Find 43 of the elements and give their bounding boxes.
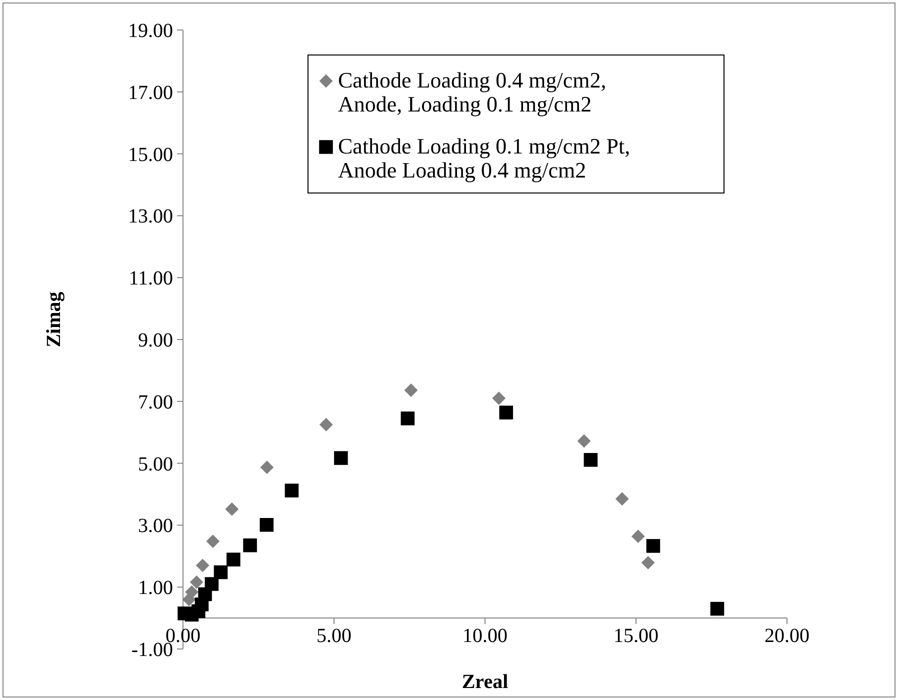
point <box>260 460 274 474</box>
point <box>185 585 198 599</box>
point <box>334 451 348 465</box>
legend-label: Cathode Loading 0.4 mg/cm2, Anode, Loading 0.1 mg/cm2 <box>338 68 606 117</box>
point <box>226 552 240 566</box>
y-tick-label: 7.00 <box>138 391 173 414</box>
point <box>499 406 514 420</box>
y-axis-title: Zimag <box>43 292 65 348</box>
y-tick-label: 5.00 <box>138 453 173 476</box>
point <box>631 530 645 544</box>
point <box>204 577 219 591</box>
y-tick-label: 15.00 <box>128 144 173 166</box>
point <box>577 434 591 448</box>
point <box>319 418 333 432</box>
y-tick-label: 13.00 <box>128 206 173 228</box>
point <box>190 575 204 589</box>
x-tick-label: 20.00 <box>764 625 810 648</box>
point <box>404 384 418 397</box>
point <box>710 602 724 616</box>
point <box>492 392 506 406</box>
point <box>260 518 274 532</box>
legend-label: Cathode Loading 0.1 mg/cm2 Pt, Anode Loading 0.4 mg/cm2 <box>338 134 630 183</box>
point <box>584 453 598 467</box>
point <box>400 412 415 426</box>
y-tick-label: 1.00 <box>138 577 173 600</box>
point <box>646 539 660 553</box>
point <box>206 534 220 548</box>
point <box>196 558 210 572</box>
y-tick-label: 3.00 <box>138 515 173 538</box>
point <box>225 502 239 516</box>
x-tick-label: 10.00 <box>462 625 508 648</box>
y-tick-label: 17.00 <box>128 82 173 104</box>
y-tick-label: 11.00 <box>128 268 173 290</box>
point <box>243 538 257 552</box>
x-tick-label: 5.00 <box>316 625 352 648</box>
point <box>214 565 228 580</box>
x-tick-label: 15.00 <box>614 625 658 648</box>
point <box>641 556 655 570</box>
point <box>615 492 629 506</box>
y-tick-label: 19.00 <box>128 20 173 42</box>
x-axis-title: Zreal <box>462 671 509 693</box>
point <box>284 484 299 498</box>
y-tick-label: 9.00 <box>138 330 173 352</box>
